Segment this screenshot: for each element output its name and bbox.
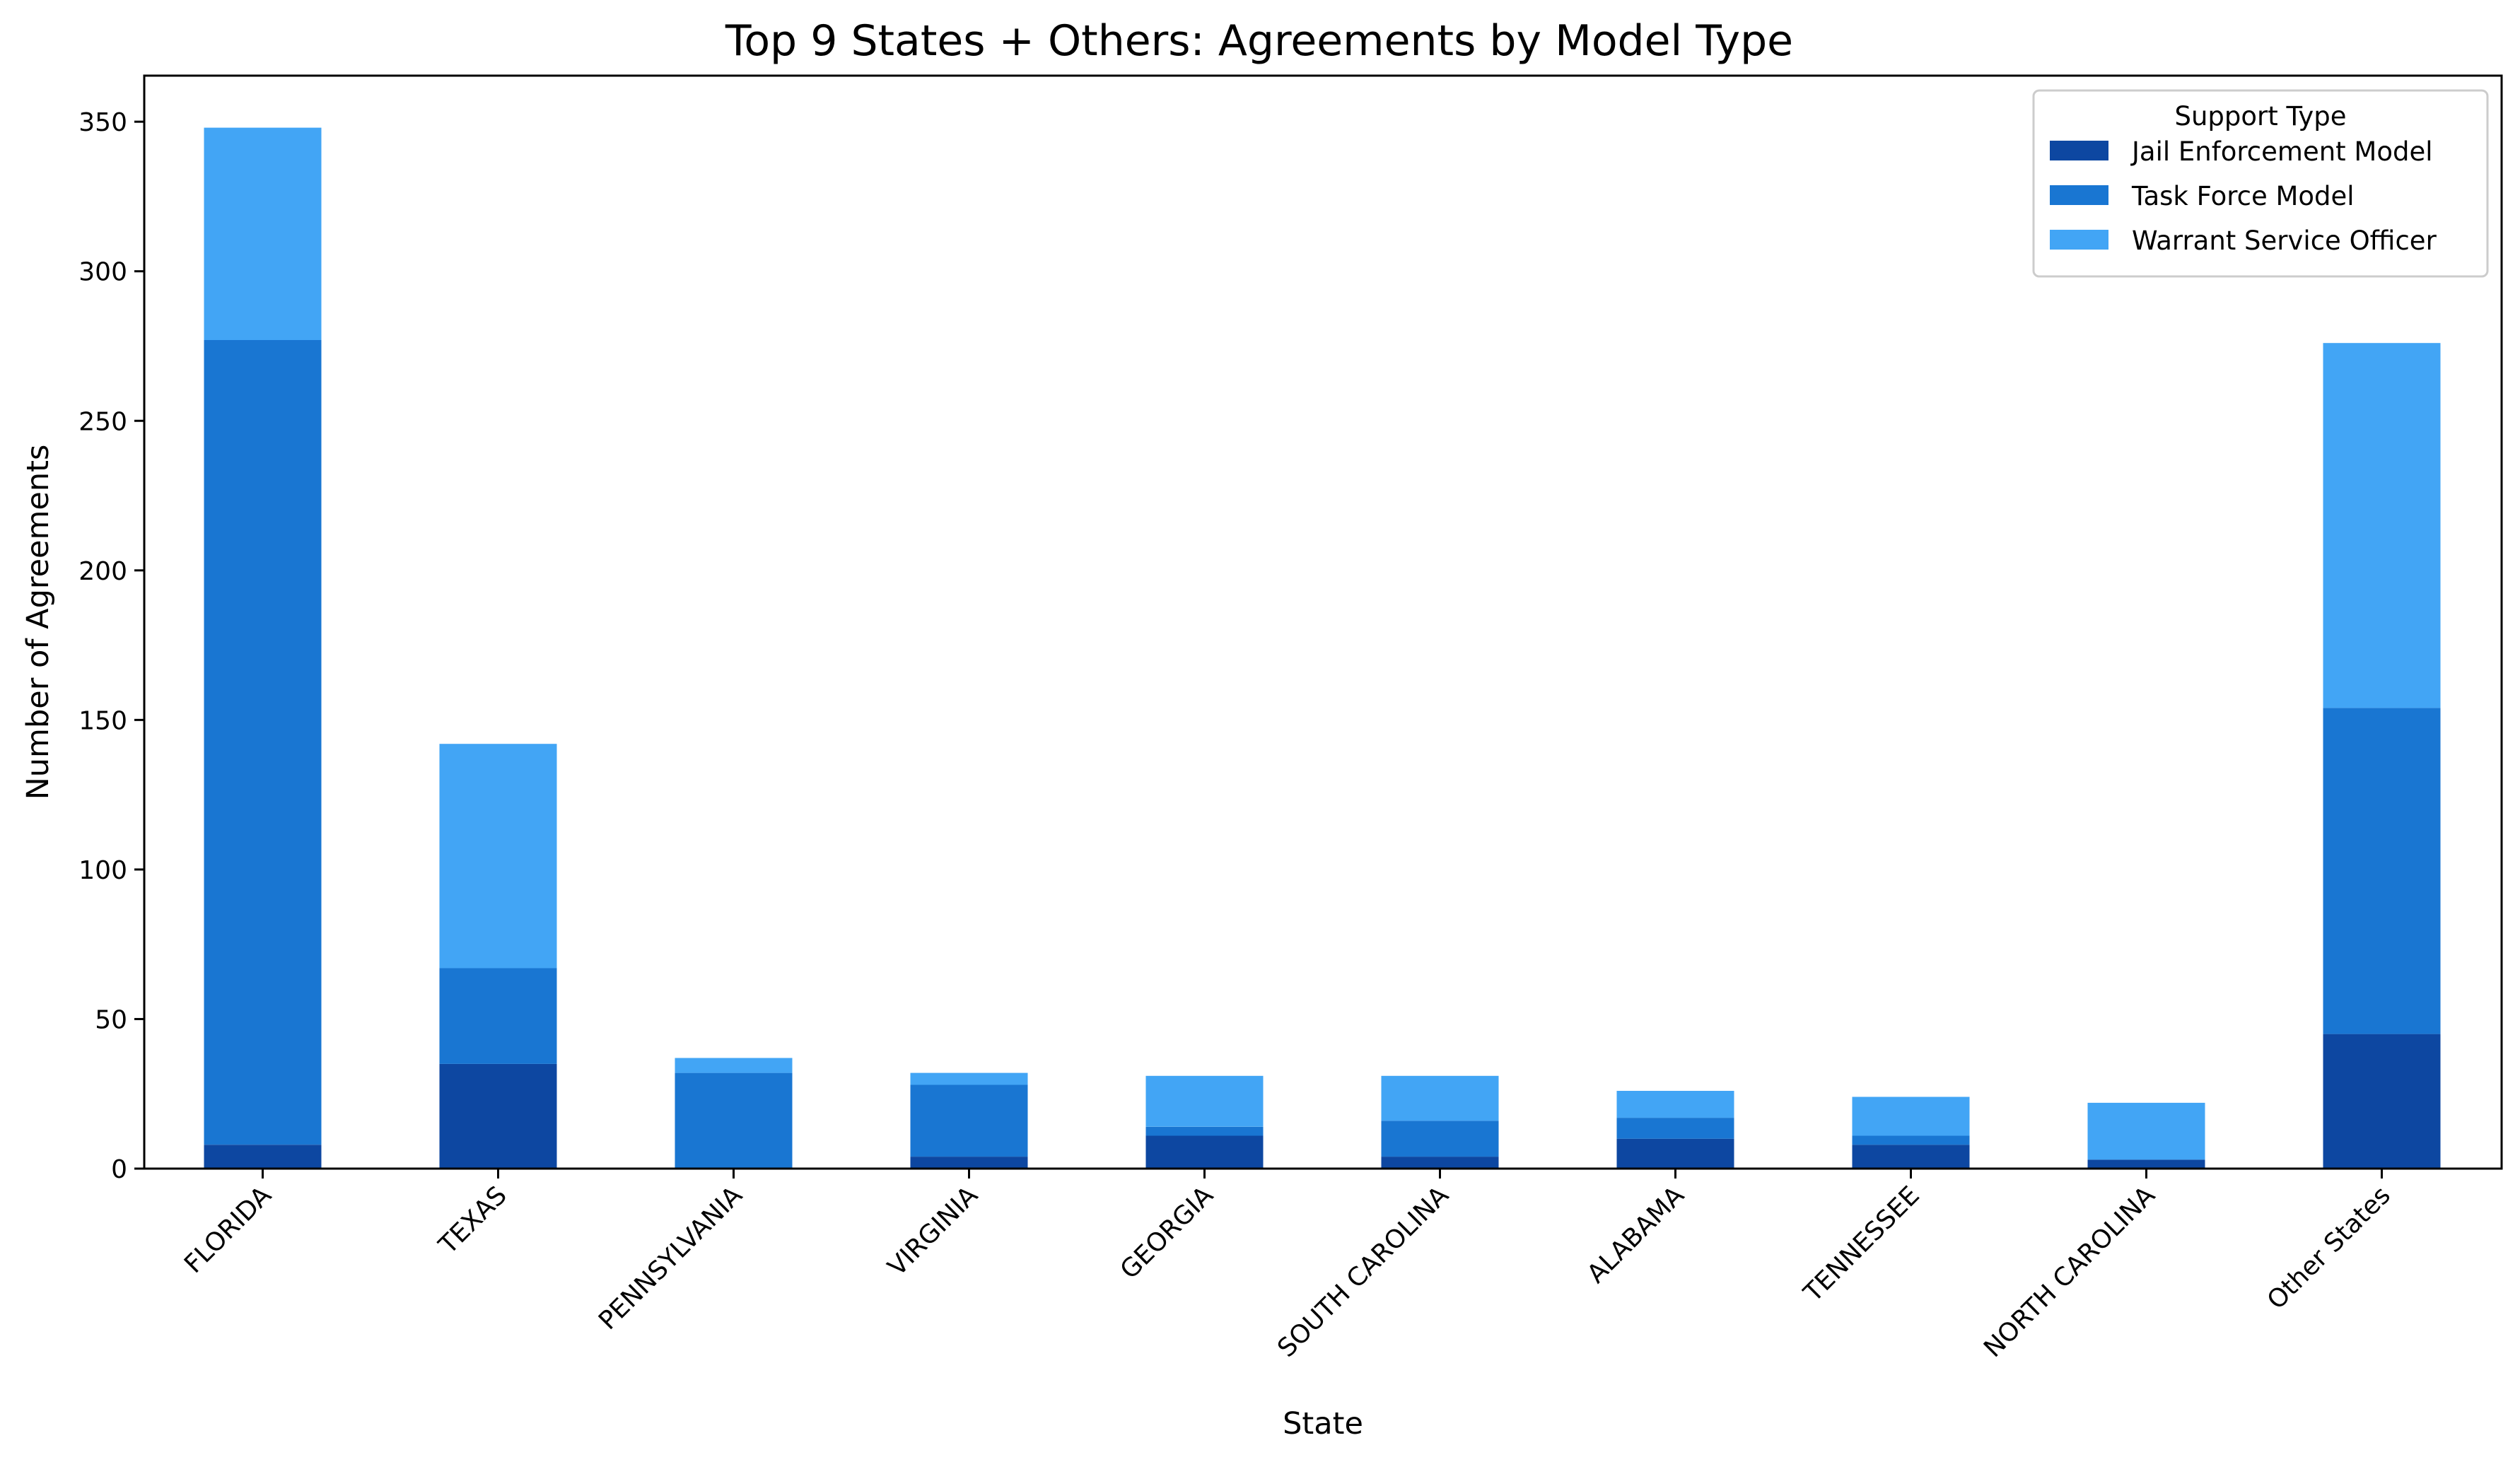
y-tick-label: 150 bbox=[78, 706, 127, 735]
bar-other-states-series-2 bbox=[2323, 708, 2441, 1034]
bar-other-states-series-3 bbox=[2323, 343, 2441, 708]
plot-frame bbox=[143, 74, 2503, 1170]
x-tick-label: SOUTH CAROLINA bbox=[1272, 1181, 1454, 1363]
bar-south-carolina-series-2 bbox=[1381, 1121, 1499, 1157]
bar-pennsylvania-series-2 bbox=[675, 1072, 793, 1169]
bar-north-carolina-series-1 bbox=[2087, 1159, 2205, 1169]
bar-texas-series-2 bbox=[439, 968, 557, 1064]
legend-title: Support Type bbox=[2174, 101, 2346, 131]
x-tick-label: GEORGIA bbox=[1115, 1181, 1219, 1285]
legend-label: Jail Enforcement Model bbox=[2130, 136, 2433, 167]
bar-tennessee-series-3 bbox=[1852, 1096, 1970, 1136]
bar-georgia-series-3 bbox=[1145, 1075, 1264, 1127]
bar-texas-series-1 bbox=[439, 1063, 557, 1169]
bar-virginia-series-3 bbox=[910, 1072, 1028, 1085]
bar-florida-series-1 bbox=[204, 1145, 322, 1169]
y-tick-label: 300 bbox=[78, 258, 127, 287]
bar-other-states-series-1 bbox=[2323, 1034, 2441, 1169]
bar-alabama-series-3 bbox=[1616, 1091, 1734, 1118]
x-axis: FLORIDA TEXAS PENNSYLVANIA VIRGINIA GEORGIA S… bbox=[179, 1169, 2396, 1363]
y-tick-label: 350 bbox=[78, 108, 127, 137]
x-axis-label: State bbox=[1283, 1406, 1363, 1441]
y-axis-label: Number of Agreements bbox=[21, 445, 56, 800]
bar-florida-series-3 bbox=[204, 127, 322, 340]
x-tick-label: PENNSYLVANIA bbox=[593, 1181, 748, 1335]
legend-box bbox=[2032, 89, 2489, 278]
bar-georgia-series-2 bbox=[1145, 1126, 1264, 1136]
y-axis: 0 50 100 150 200 250 300 350 bbox=[78, 108, 144, 1184]
x-tick-label: Other States bbox=[2262, 1181, 2396, 1315]
chart-title: Top 9 States + Others: Agreements by Mod… bbox=[725, 16, 1793, 66]
bar-pennsylvania-series-3 bbox=[675, 1058, 793, 1073]
legend-swatch bbox=[2050, 185, 2108, 205]
y-tick-label: 50 bbox=[95, 1005, 127, 1034]
bar-tennessee-series-1 bbox=[1852, 1145, 1970, 1169]
bar-alabama-series-2 bbox=[1616, 1118, 1734, 1139]
legend-label: Task Force Model bbox=[2131, 181, 2355, 211]
legend: Support Type Jail Enforcement Model Task … bbox=[2032, 89, 2489, 278]
bar-virginia-series-1 bbox=[910, 1157, 1028, 1169]
y-tick-label: 0 bbox=[111, 1155, 127, 1184]
bar-virginia-series-2 bbox=[910, 1084, 1028, 1157]
bar-south-carolina-series-1 bbox=[1381, 1157, 1499, 1169]
y-tick-label: 250 bbox=[78, 407, 127, 436]
bar-texas-series-3 bbox=[439, 744, 557, 969]
bar-north-carolina-series-3 bbox=[2087, 1102, 2205, 1160]
bar-south-carolina-series-3 bbox=[1381, 1075, 1499, 1121]
x-tick-label: ALABAMA bbox=[1582, 1181, 1690, 1289]
x-tick-label: NORTH CAROLINA bbox=[1978, 1181, 2161, 1363]
bar-tennessee-series-2 bbox=[1852, 1135, 1970, 1145]
legend-label: Warrant Service Officer bbox=[2132, 226, 2437, 256]
bar-georgia-series-1 bbox=[1145, 1135, 1264, 1169]
bar-alabama-series-1 bbox=[1616, 1138, 1734, 1169]
x-tick-label: FLORIDA bbox=[179, 1181, 277, 1279]
x-tick-label: TENNESSEE bbox=[1798, 1181, 1925, 1308]
x-tick-label: TEXAS bbox=[433, 1181, 513, 1260]
y-tick-label: 200 bbox=[78, 557, 127, 586]
y-tick-label: 100 bbox=[78, 856, 127, 885]
legend-swatch bbox=[2050, 230, 2108, 250]
x-tick-label: VIRGINIA bbox=[882, 1181, 984, 1282]
legend-swatch bbox=[2050, 141, 2108, 160]
bar-florida-series-2 bbox=[204, 340, 322, 1145]
bars bbox=[204, 127, 2441, 1169]
